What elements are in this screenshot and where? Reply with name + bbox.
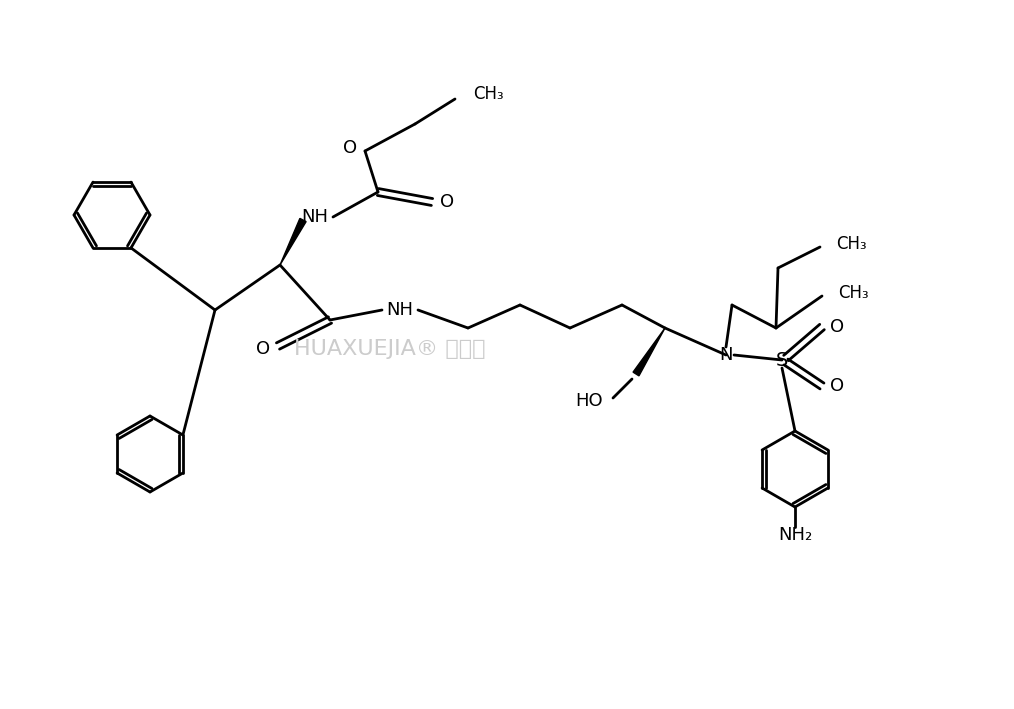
Text: O: O [830,377,844,395]
Text: NH₂: NH₂ [778,526,812,544]
Text: HUAXUEJIA® 化学加: HUAXUEJIA® 化学加 [294,339,486,359]
Text: NH: NH [386,301,414,319]
Text: CH₃: CH₃ [838,284,869,302]
Text: S: S [776,350,788,369]
Text: CH₃: CH₃ [836,235,867,253]
Text: O: O [830,318,844,336]
Text: O: O [440,193,454,211]
Polygon shape [280,218,306,265]
Text: O: O [343,139,357,157]
Text: CH₃: CH₃ [473,85,504,103]
Text: O: O [256,340,270,358]
Polygon shape [633,328,665,376]
Text: HO: HO [575,392,603,410]
Text: N: N [719,346,733,364]
Text: NH: NH [301,208,329,226]
